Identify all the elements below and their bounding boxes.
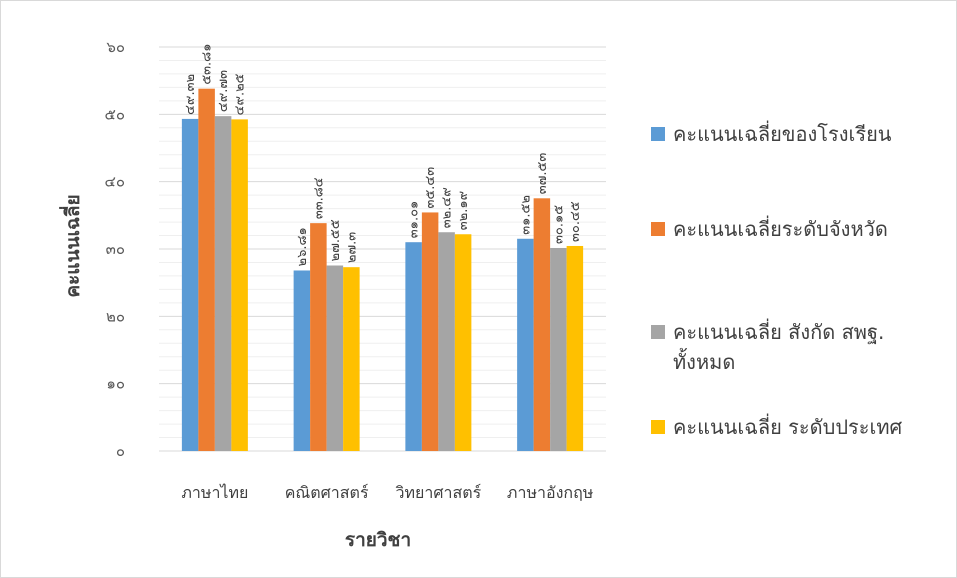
data-label: ๓๒.๑๙ [456, 191, 471, 230]
data-label: ๓๑.๕๒ [518, 195, 533, 235]
data-label: ๒๗.๕๕ [328, 219, 343, 261]
data-label: ๓๓.๘๔ [311, 177, 326, 219]
legend-item-national: คะแนนเฉลี่ย ระดับประเทศ [651, 412, 943, 442]
data-label: ๒๖.๘๑ [295, 227, 310, 266]
data-label: ๒๗.๓ [344, 232, 359, 263]
bar [550, 247, 567, 451]
legend-swatch-national [651, 420, 665, 434]
bar [533, 198, 551, 451]
bar [405, 242, 422, 451]
data-label: ๓๗.๕๓ [535, 153, 550, 195]
y-tick-label: ๓๐ [106, 240, 125, 258]
bar [438, 232, 455, 451]
x-category-label: ภาษาอังกฤษ [507, 483, 593, 502]
legend-item-school: คะแนนเฉลี่ยของโรงเรียน [651, 119, 943, 149]
bar [310, 223, 327, 451]
data-label: ๓๑.๐๑ [407, 201, 422, 238]
bar [517, 238, 534, 451]
legend-swatch-school [651, 127, 665, 141]
bar [293, 270, 311, 451]
y-tick-label: ๒๐ [106, 307, 125, 325]
legend-label-school: คะแนนเฉลี่ยของโรงเรียน [673, 122, 892, 146]
bars [181, 88, 584, 452]
x-category-label: วิทยาศาสตร์ [395, 483, 481, 502]
data-label: ๓๒.๔๙ [440, 187, 455, 228]
legend-item-province: คะแนนเฉลี่ยระดับจังหวัด [651, 214, 943, 244]
x-category-label: ภาษาไทย [181, 483, 248, 502]
legend-label-obec: คะแนนเฉลี่ย สังกัด สพฐ. ทั้งหมด [673, 320, 885, 374]
x-axis-categories: ภาษาไทย คณิตศาสตร์ วิทยาศาสตร์ ภาษาอังกฤษ [181, 483, 593, 502]
bar [566, 245, 584, 451]
y-tick-label: ๖๐ [106, 38, 125, 56]
y-tick-label: ๑๐ [106, 375, 125, 393]
bar [454, 234, 472, 451]
bar [343, 267, 360, 451]
bar [214, 116, 232, 451]
data-label: ๓๐.๑๕ [551, 205, 566, 244]
data-label: ๔๙.๗๓ [216, 70, 231, 112]
data-label: ๔๙.๒๕ [233, 73, 248, 115]
bar [231, 119, 248, 451]
legend-label-national: คะแนนเฉลี่ย ระดับประเทศ [673, 415, 903, 439]
x-axis-title: รายวิชา [345, 529, 411, 551]
legend-label-province: คะแนนเฉลี่ยระดับจังหวัด [673, 217, 888, 241]
data-label: ๕๓.๘๑ [200, 44, 215, 85]
y-tick-label: ๐ [116, 442, 125, 460]
bar [181, 118, 199, 452]
legend-swatch-province [651, 222, 665, 236]
bar [326, 265, 344, 451]
legend-item-obec: คะแนนเฉลี่ย สังกัด สพฐ. ทั้งหมด [651, 317, 933, 377]
y-tick-label: ๔๐ [104, 173, 125, 191]
bar [421, 212, 439, 451]
y-axis-ticks: ๐ ๑๐ ๒๐ ๓๐ ๔๐ ๕๐ ๖๐ [104, 38, 125, 460]
legend-swatch-obec [651, 325, 665, 339]
data-label: ๓๕.๔๓ [423, 167, 438, 209]
data-label: ๓๐.๔๕ [568, 201, 583, 242]
y-tick-label: ๕๐ [104, 105, 125, 123]
data-label: ๔๙.๓๒ [183, 74, 198, 115]
y-axis-title: คะแนนเฉลี่ย [59, 194, 84, 297]
bar [198, 88, 215, 452]
x-category-label: คณิตศาสตร์ [285, 483, 369, 502]
